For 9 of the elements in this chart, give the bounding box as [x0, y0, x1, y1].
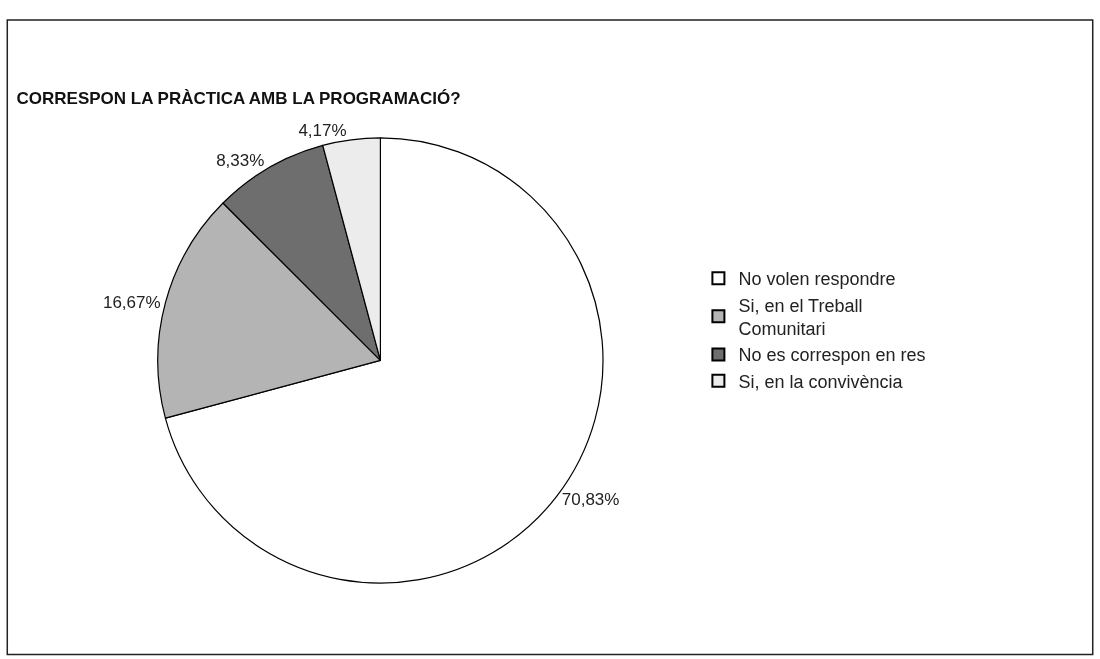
legend-label: No es correspon en res — [738, 345, 926, 366]
data-label: 16,67% — [102, 292, 161, 312]
chart-title: CORRESPON LA PRÀCTICA AMB LA PROGRAMACIÓ? — [16, 89, 461, 109]
legend-label: Si, en el Treball Comunitari — [738, 295, 863, 340]
data-label: 8,33% — [216, 151, 265, 171]
data-label: 70,83% — [561, 489, 620, 509]
data-label: 4,17% — [298, 120, 347, 140]
legend-label: Si, en la convivència — [738, 371, 904, 392]
legend-label: No volen respondre — [738, 269, 896, 290]
